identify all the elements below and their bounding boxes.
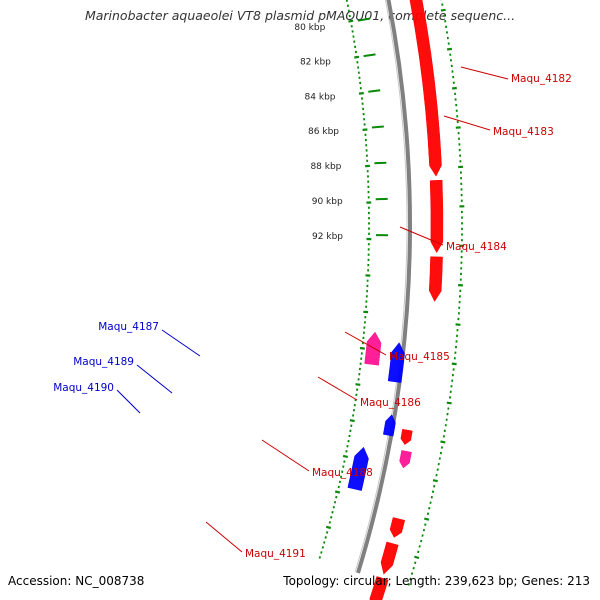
backbone-track: [354, 0, 412, 574]
scale-label: 82 kbp: [300, 58, 331, 68]
gene-arrow-maqu_4187: [364, 331, 382, 366]
gene-label-maqu_4189[interactable]: Maqu_4189: [73, 356, 134, 368]
gc-tick: [409, 577, 412, 581]
gc-tick: [330, 516, 333, 519]
gc-tick: [354, 55, 360, 59]
gene-label-maqu_4182[interactable]: Maqu_4182: [511, 73, 572, 85]
gc-tick: [325, 525, 332, 530]
callout-line: [261, 439, 310, 472]
callout-line: [136, 364, 173, 394]
gc-tick: [348, 19, 354, 23]
scale-label: 84 kbp: [305, 92, 336, 102]
callout-line: [460, 66, 509, 80]
topology-summary: Topology: circular; Length: 239,623 bp; …: [283, 574, 590, 588]
gene-arrow-maqu_4188: [399, 450, 412, 469]
gc-tick: [332, 505, 335, 509]
gene-arrow-maqu_4191: [400, 428, 413, 445]
gene-label-maqu_4186[interactable]: Maqu_4186: [360, 397, 421, 409]
gene-arrow-maqu_4185: [429, 179, 444, 254]
callout-line: [205, 521, 243, 553]
gene-arrow-maqu_4191: [380, 541, 399, 575]
gc-tick: [323, 541, 326, 544]
gc-tick: [412, 566, 415, 570]
gc-tick: [342, 454, 349, 458]
callout-line: [116, 389, 141, 414]
gc-tick: [324, 536, 327, 539]
gc-tick: [432, 479, 438, 483]
gene-label-maqu_4187[interactable]: Maqu_4187: [98, 321, 159, 333]
gene-label-maqu_4191[interactable]: Maqu_4191: [245, 548, 306, 560]
gene-arrow-maqu_4184: [409, 0, 442, 177]
gc-tick: [446, 47, 453, 51]
callout-line: [317, 376, 358, 401]
gene-label-maqu_4184[interactable]: Maqu_4184: [446, 241, 507, 253]
scale-tick: [374, 161, 387, 165]
gc-tick: [451, 86, 457, 90]
map-title: Marinobacter aquaeolei VT8 plasmid pMAQU…: [84, 8, 516, 23]
gc-tick: [414, 561, 417, 565]
gc-tick: [424, 517, 430, 521]
gc-tick: [355, 383, 361, 386]
scale-label: 86 kbp: [308, 127, 339, 137]
gc-tick: [334, 490, 341, 494]
gc-tick: [321, 546, 325, 549]
callout-line: [344, 331, 387, 356]
gene-arrow-maqu_4190: [387, 342, 405, 383]
gene-label-maqu_4188[interactable]: Maqu_4188: [312, 467, 373, 479]
gene-label-maqu_4183[interactable]: Maqu_4183: [493, 126, 554, 138]
gc-tick: [410, 572, 414, 575]
gc-tick: [359, 346, 365, 350]
scale-tick: [363, 53, 376, 58]
gene-arrow-maqu_4189: [383, 414, 396, 437]
scale-label: 92 kbp: [312, 232, 343, 242]
gc-tick: [318, 556, 322, 559]
gene-arrow-maqu_4186: [428, 256, 443, 302]
backbone-highlight: [354, 0, 408, 573]
gc-tick: [349, 419, 355, 423]
gc-tick: [414, 555, 420, 560]
gc-tick: [446, 401, 452, 405]
gc-tick: [418, 545, 421, 548]
scale-tick: [371, 125, 384, 129]
gene-arrow-maqu_4190: [347, 446, 369, 491]
callout-line: [161, 329, 201, 357]
backbone-ring: [356, 0, 412, 574]
gc-tick: [320, 551, 323, 554]
scale-label: 88 kbp: [310, 162, 341, 172]
scale-tick: [357, 17, 370, 22]
gc-tick: [451, 362, 457, 366]
gene-track: [347, 0, 444, 600]
scale-label: 90 kbp: [312, 197, 343, 207]
gene-callouts: Maqu_4182 Maqu_4183 Maqu_4184 Maqu_4185 Maqu…: [53, 66, 572, 560]
scale-label: 80 kbp: [294, 23, 325, 33]
accession-text: Accession: NC_008738: [8, 574, 145, 588]
gene-label-maqu_4190[interactable]: Maqu_4190: [53, 382, 114, 394]
gene-arrow-maqu_4191: [369, 576, 389, 600]
gc-tick: [407, 583, 411, 586]
callout-line: [443, 115, 491, 131]
gc-content-track: [318, 0, 465, 586]
gc-tick: [358, 92, 364, 95]
gene-label-maqu_4185[interactable]: Maqu_4185: [389, 351, 450, 363]
gc-tick: [440, 440, 446, 444]
gc-tick: [325, 531, 329, 534]
callout-line: [399, 226, 444, 246]
gc-tick: [440, 8, 446, 12]
gene-arrow-maqu_4191: [389, 517, 406, 538]
scale-tick: [368, 89, 381, 93]
gc-tick: [421, 534, 424, 537]
